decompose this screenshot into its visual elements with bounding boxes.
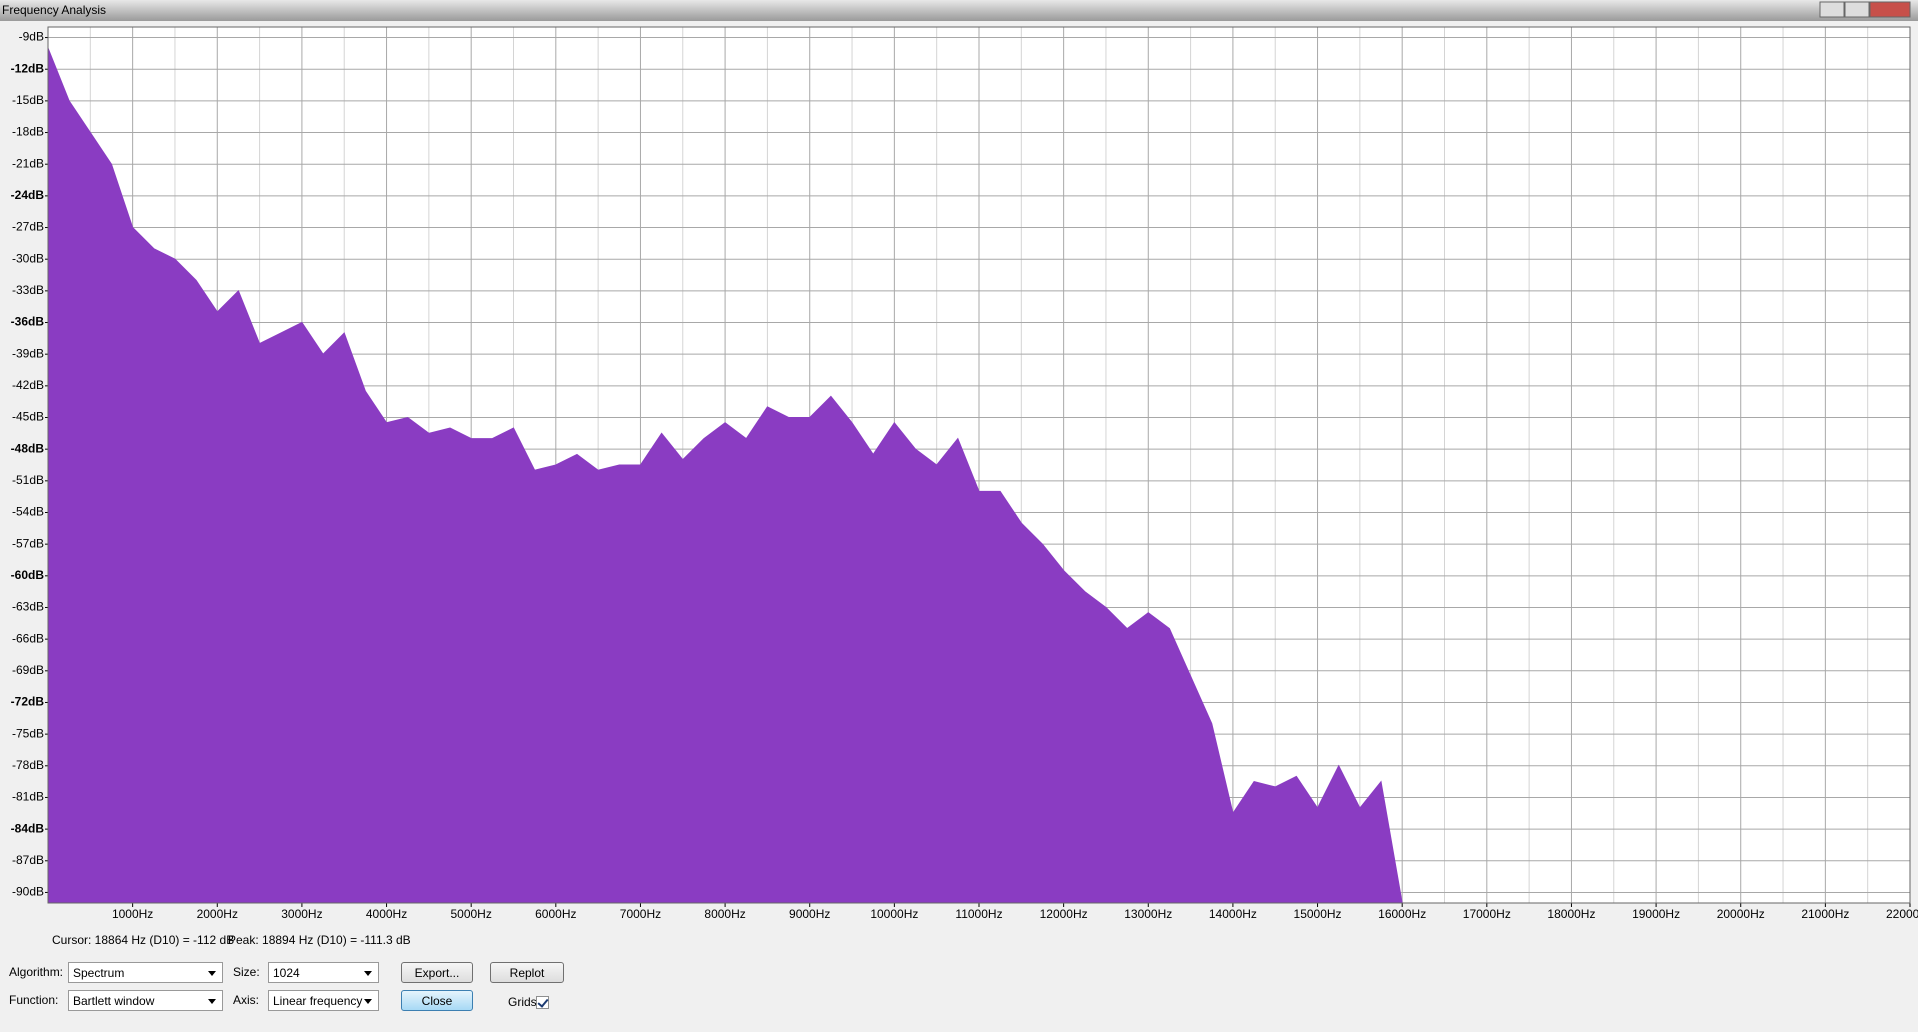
x-tick-label: 19000Hz <box>1632 907 1680 921</box>
y-tick-label: -90dB <box>12 885 44 899</box>
y-tick-label: -36dB <box>11 315 45 329</box>
minimize-button[interactable] <box>1819 1 1845 18</box>
x-tick-label: 20000Hz <box>1717 907 1765 921</box>
x-tick-label: 3000Hz <box>281 907 322 921</box>
x-tick-label: 2000Hz <box>197 907 238 921</box>
y-tick-label: -81dB <box>12 790 44 804</box>
y-tick-label: -87dB <box>12 853 44 867</box>
y-tick-label: -63dB <box>12 600 44 614</box>
close-window-button[interactable] <box>1869 1 1911 18</box>
y-tick-label: -15dB <box>12 93 44 107</box>
title-bar <box>0 0 1918 21</box>
grids-label: Grids <box>508 995 537 1009</box>
y-tick-label: -33dB <box>12 283 44 297</box>
cursor-readout: Cursor: 18864 Hz (D10) = -112 dB <box>52 933 235 947</box>
replot-button[interactable]: Replot <box>490 962 564 983</box>
algorithm-select[interactable]: Spectrum <box>68 962 223 983</box>
y-tick-label: -69dB <box>12 663 44 677</box>
y-tick-label: -27dB <box>12 220 44 234</box>
y-tick-label: -30dB <box>12 251 44 265</box>
peak-readout: Peak: 18894 Hz (D10) = -111.3 dB <box>228 933 411 947</box>
x-tick-label: 12000Hz <box>1040 907 1088 921</box>
y-tick-label: -84dB <box>11 821 45 835</box>
y-tick-label: -72dB <box>11 695 45 709</box>
window-title: Frequency Analysis <box>2 3 106 17</box>
y-tick-label: -45dB <box>12 410 44 424</box>
size-label: Size: <box>233 965 260 979</box>
x-tick-label: 17000Hz <box>1463 907 1511 921</box>
x-tick-label: 10000Hz <box>870 907 918 921</box>
y-tick-label: -57dB <box>12 536 44 550</box>
x-tick-label: 4000Hz <box>366 907 407 921</box>
x-tick-label: 15000Hz <box>1294 907 1342 921</box>
plot-border <box>47 26 1911 904</box>
y-tick-label: -48dB <box>11 441 45 455</box>
x-tick-label: 7000Hz <box>620 907 661 921</box>
y-tick-label: -42dB <box>12 378 44 392</box>
close-button[interactable]: Close <box>401 990 473 1011</box>
x-tick-label: 16000Hz <box>1378 907 1426 921</box>
x-tick-label: 6000Hz <box>535 907 576 921</box>
axis-select[interactable]: Linear frequency <box>268 990 379 1011</box>
y-tick-label: -9dB <box>19 30 44 44</box>
x-tick-label: 5000Hz <box>450 907 491 921</box>
export-button[interactable]: Export... <box>401 962 473 983</box>
y-tick-label: -66dB <box>12 631 44 645</box>
x-tick-label: 22000Hz <box>1886 907 1918 921</box>
x-tick-label: 9000Hz <box>789 907 830 921</box>
y-tick-label: -51dB <box>12 473 44 487</box>
x-tick-label: 18000Hz <box>1547 907 1595 921</box>
x-tick-label: 14000Hz <box>1209 907 1257 921</box>
x-tick-label: 13000Hz <box>1124 907 1172 921</box>
y-tick-label: -18dB <box>12 125 44 139</box>
x-tick-label: 1000Hz <box>112 907 153 921</box>
y-tick-label: -24dB <box>11 188 45 202</box>
grids-checkbox[interactable] <box>536 996 549 1009</box>
function-label: Function: <box>9 993 59 1007</box>
y-tick-label: -75dB <box>12 726 44 740</box>
y-tick-label: -21dB <box>12 156 44 170</box>
maximize-button[interactable] <box>1844 1 1870 18</box>
x-tick-label: 11000Hz <box>955 907 1002 921</box>
size-select[interactable]: 1024 <box>268 962 379 983</box>
x-tick-label: 21000Hz <box>1801 907 1849 921</box>
y-tick-label: -12dB <box>11 61 45 75</box>
spectrum-area <box>47 47 1403 904</box>
x-tick-label: 8000Hz <box>704 907 745 921</box>
y-tick-label: -60dB <box>11 568 45 582</box>
y-tick-label: -54dB <box>12 505 44 519</box>
axis-label: Axis: <box>233 993 260 1007</box>
function-select[interactable]: Bartlett window <box>68 990 223 1011</box>
algorithm-label: Algorithm: <box>9 965 64 979</box>
y-tick-label: -78dB <box>12 758 44 772</box>
y-tick-label: -39dB <box>12 346 44 360</box>
